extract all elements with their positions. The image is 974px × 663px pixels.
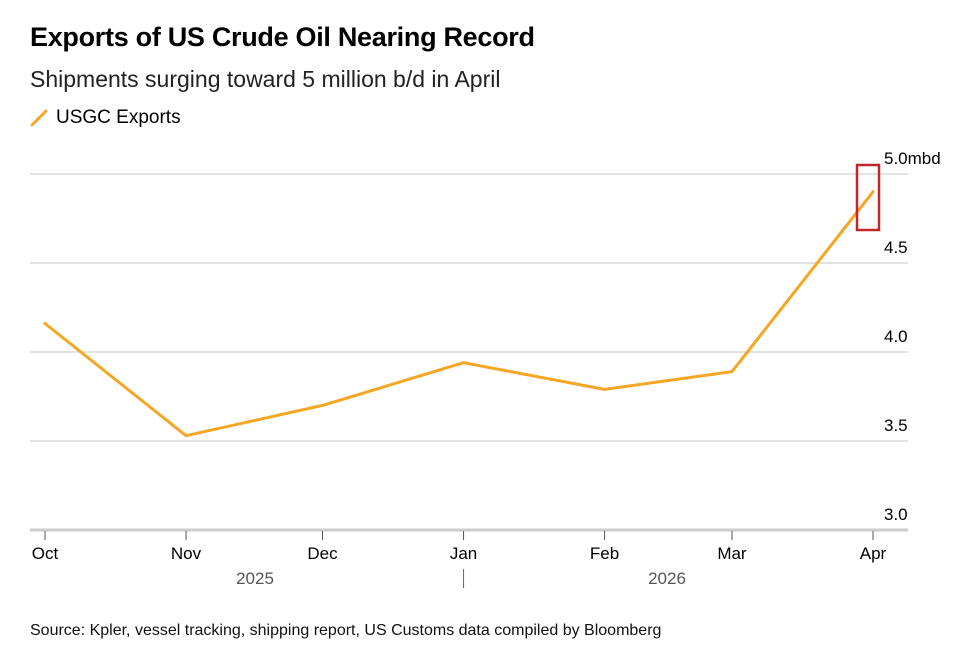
- data-point: [184, 434, 188, 438]
- chart-subtitle: Shipments surging toward 5 million b/d i…: [30, 66, 501, 92]
- legend-line-icon: [30, 109, 48, 127]
- legend-label: USGC Exports: [56, 107, 181, 128]
- y-tick-label: 3.5: [884, 416, 908, 435]
- data-point: [43, 322, 47, 326]
- legend: USGC Exports: [30, 107, 181, 129]
- x-tick-label: Jan: [450, 544, 477, 563]
- x-tick-label: Feb: [590, 544, 619, 563]
- data-point: [603, 387, 607, 391]
- data-point: [871, 190, 875, 194]
- data-point: [321, 403, 325, 407]
- y-tick-label: 5.0mbd: [884, 149, 941, 168]
- x-tick-label: Mar: [717, 544, 747, 563]
- chart-title: Exports of US Crude Oil Nearing Record: [30, 22, 535, 52]
- data-point: [730, 370, 734, 374]
- series-line: [43, 190, 875, 438]
- data-point: [462, 361, 466, 365]
- year-label: 2026: [648, 569, 686, 588]
- x-tick-label: Nov: [171, 544, 202, 563]
- y-tick-label: 3.0: [884, 505, 908, 524]
- y-tick-label: 4.5: [884, 238, 908, 257]
- highlight-box: [855, 163, 881, 232]
- y-tick-label: 4.0: [884, 327, 908, 346]
- x-tick-label: Dec: [307, 544, 338, 563]
- x-tick-label: Apr: [860, 544, 887, 563]
- x-tick-label: Oct: [32, 544, 59, 563]
- source-note: Source: Kpler, vessel tracking, shipping…: [30, 622, 662, 639]
- year-label: 2025: [236, 569, 274, 588]
